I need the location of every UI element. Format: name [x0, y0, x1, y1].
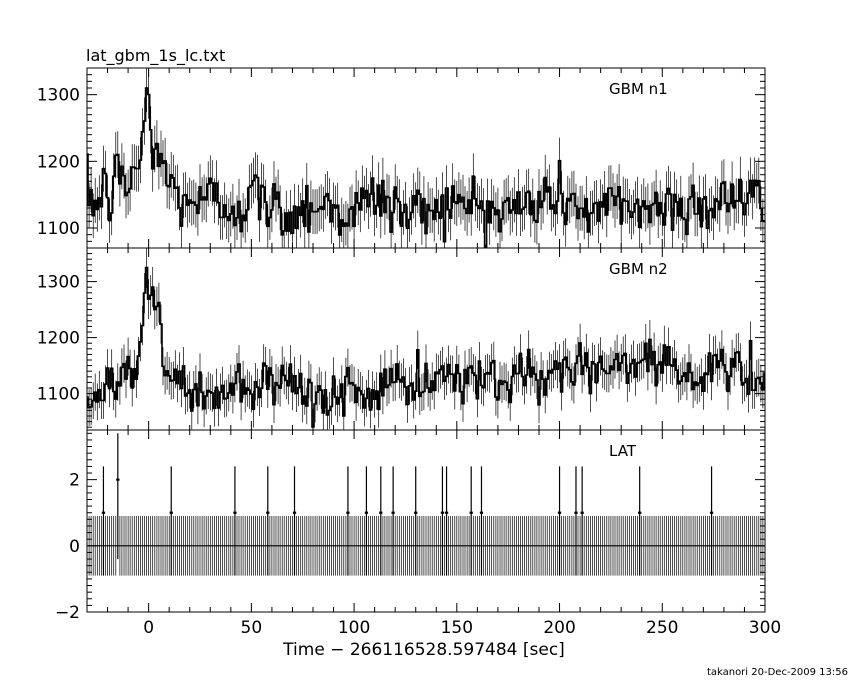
panel-3-ytick-label: 2 — [69, 471, 80, 491]
panel-2-axes: 1100 1200 1300 GBM n2 — [37, 247, 766, 431]
x-tick-labels: 0 50 100 150 200 250 300 — [143, 618, 781, 638]
panel-3-baseline-error-bars — [86, 516, 766, 576]
x-tick-label: 100 — [338, 618, 370, 638]
x-tick-label: 250 — [646, 618, 678, 638]
x-axis-label: Time − 266116528.597484 [sec] — [282, 640, 565, 660]
panel-3-ytick-label: 0 — [69, 537, 80, 557]
panel-2-ytick-label: 1100 — [37, 385, 80, 405]
panel-1-series-gbm-n1 — [87, 68, 765, 248]
figure-title: lat_gbm_1s_lc.txt — [86, 46, 225, 66]
footer-timestamp: takanori 20-Dec-2009 13:56 — [707, 667, 848, 678]
panel-2-series-label: GBM n2 — [609, 260, 668, 278]
panel-2-ytick-label: 1300 — [37, 273, 80, 293]
x-tick-label: 150 — [441, 618, 473, 638]
panel-1-ytick-label: 1200 — [37, 152, 80, 172]
panel-1-light-curve — [87, 87, 765, 248]
x-tick-label: 50 — [241, 618, 263, 638]
panel-1-ytick-label: 1100 — [37, 219, 80, 239]
panel-1-ytick-label: 1300 — [37, 86, 80, 106]
panel-3-series-label: LAT — [609, 442, 637, 460]
x-tick-label: 300 — [749, 618, 781, 638]
panel-2-series-gbm-n2 — [87, 248, 765, 430]
panels-layer: 1100 1200 1300 GBM n1 1100 1200 1300 GBM n2 −2 0 2… — [37, 67, 781, 638]
panel-3-ytick-label: −2 — [55, 603, 80, 623]
panel-2-ytick-label: 1200 — [37, 329, 80, 349]
panel-1-series-label: GBM n1 — [609, 80, 668, 98]
x-tick-label: 200 — [543, 618, 575, 638]
x-tick-label: 0 — [143, 618, 154, 638]
panel-2-light-curve — [87, 266, 765, 428]
panel-3-series-lat — [86, 433, 766, 576]
